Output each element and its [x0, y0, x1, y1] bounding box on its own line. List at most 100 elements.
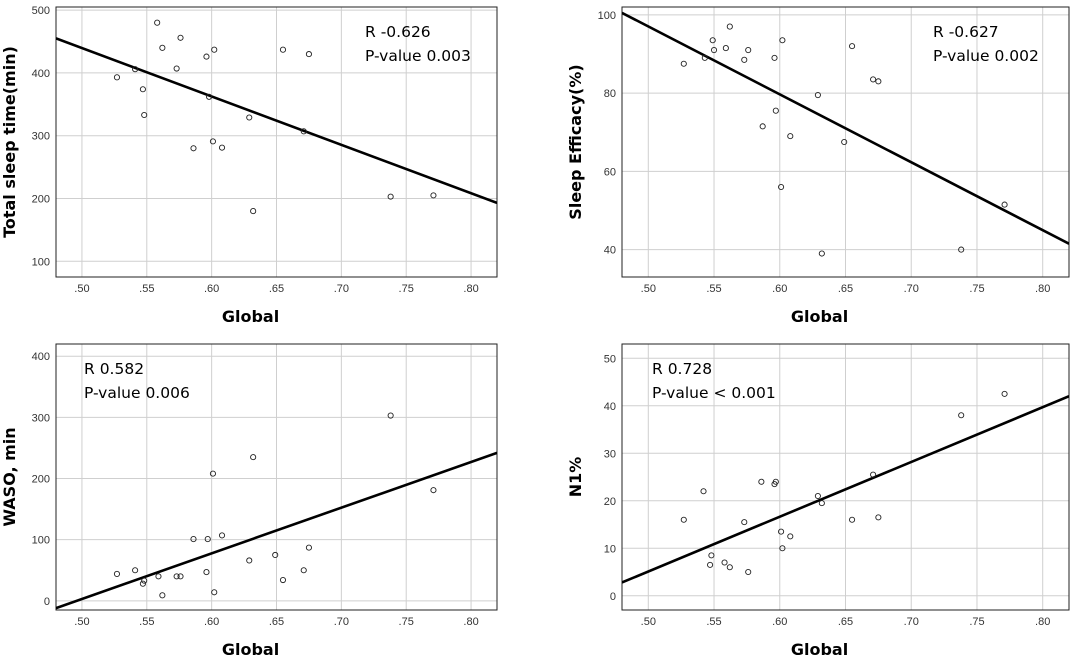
data-point — [849, 43, 856, 50]
regression-line — [56, 37, 497, 205]
data-point — [132, 66, 139, 73]
regression-line — [622, 395, 1069, 584]
data-point — [778, 183, 785, 191]
data-point — [204, 536, 211, 543]
chart-panel-1: .50 .55 .60 .65 .70 .75 .80 100 200 300 400 500 R -0… — [0, 5, 498, 326]
data-point — [818, 500, 825, 507]
y-tick-label: 80 — [604, 88, 616, 100]
data-point — [159, 592, 166, 599]
data-point — [279, 576, 287, 584]
data-point — [155, 573, 162, 580]
x-tick-label: .70 — [904, 283, 919, 295]
y-tick-label: 200 — [32, 474, 50, 486]
p-value-label: P-value < 0.001 — [652, 384, 776, 402]
x-tick-label: .60 — [204, 616, 219, 628]
x-tick-label: .70 — [334, 283, 349, 295]
data-point — [680, 60, 687, 67]
x-tick-label: .70 — [334, 616, 349, 628]
x-tick-label: .65 — [269, 283, 284, 295]
y-tick-label: 100 — [32, 256, 50, 268]
data-point — [779, 37, 786, 44]
x-axis-title: Global — [791, 307, 848, 326]
data-point — [190, 145, 197, 152]
x-tick-label: .80 — [1035, 616, 1050, 628]
data-point — [218, 532, 226, 539]
x-tick-label: .80 — [463, 616, 478, 628]
p-value-label: P-value 0.002 — [933, 47, 1039, 65]
y-tick-label: 100 — [598, 10, 616, 22]
data-point — [875, 78, 882, 85]
data-point — [250, 208, 257, 215]
data-point — [787, 133, 794, 140]
data-point — [726, 23, 733, 30]
x-tick-label: .55 — [139, 616, 154, 628]
data-point — [870, 471, 877, 478]
data-point — [778, 528, 785, 535]
data-point — [141, 577, 148, 584]
data-point — [710, 46, 718, 54]
data-point — [745, 568, 752, 576]
data-point — [211, 46, 218, 53]
p-value-label: P-value 0.003 — [365, 47, 471, 65]
x-tick-label: .50 — [641, 283, 656, 295]
data-point — [958, 412, 965, 419]
y-tick-label: 400 — [32, 351, 50, 363]
data-point — [305, 544, 312, 551]
x-axis-title: Global — [222, 640, 279, 659]
x-axis-title: Global — [791, 640, 848, 659]
data-point — [701, 54, 708, 61]
data-point — [772, 478, 779, 485]
x-tick-label: .80 — [463, 283, 478, 295]
p-value-label: P-value 0.006 — [84, 384, 190, 402]
y-tick-label: 400 — [32, 68, 50, 80]
data-point — [173, 65, 180, 72]
data-point — [209, 138, 216, 145]
data-point — [771, 54, 778, 61]
data-point — [139, 580, 146, 587]
data-point — [722, 45, 729, 52]
correlation-r-label: R 0.582 — [84, 360, 144, 378]
data-point — [177, 573, 184, 580]
data-point — [279, 46, 287, 53]
data-point — [870, 76, 877, 83]
data-point — [430, 487, 437, 494]
plot-frame — [55, 343, 498, 611]
data-point — [787, 533, 794, 540]
y-tick-label: 0 — [44, 596, 50, 608]
data-point — [173, 573, 180, 580]
data-point — [814, 492, 821, 500]
correlation-r-label: R -0.626 — [365, 23, 431, 41]
y-tick-label: 10 — [604, 543, 616, 555]
y-tick-label: 200 — [32, 194, 50, 206]
correlation-r-label: R -0.627 — [933, 23, 999, 41]
data-point — [141, 111, 148, 119]
x-tick-label: .60 — [772, 616, 787, 628]
data-point — [206, 93, 213, 100]
data-point — [745, 46, 752, 54]
data-point — [132, 567, 139, 574]
data-point — [209, 470, 216, 477]
x-tick-label: .55 — [706, 616, 721, 628]
data-point — [772, 107, 779, 114]
y-axis-title: N1% — [566, 457, 585, 498]
data-point — [387, 412, 394, 419]
data-point — [875, 514, 882, 521]
data-point — [300, 567, 307, 574]
data-point — [203, 569, 210, 576]
y-tick-label: 40 — [604, 245, 616, 257]
data-point — [305, 51, 312, 58]
data-point — [300, 128, 307, 135]
data-point — [154, 19, 161, 26]
y-tick-label: 30 — [604, 448, 616, 460]
y-tick-label: 300 — [32, 131, 50, 143]
x-tick-label: .50 — [641, 616, 656, 628]
x-tick-label: .60 — [772, 283, 787, 295]
data-point — [707, 561, 714, 568]
y-tick-label: 300 — [32, 412, 50, 424]
x-tick-label: .80 — [1035, 283, 1050, 295]
regression-line — [622, 11, 1069, 245]
chart-panel-2: .50 .55 .60 .65 .70 .75 .80 40 60 80 100 R -0.627 P-… — [566, 6, 1070, 326]
y-tick-label: 50 — [604, 353, 616, 365]
data-point — [841, 138, 848, 146]
